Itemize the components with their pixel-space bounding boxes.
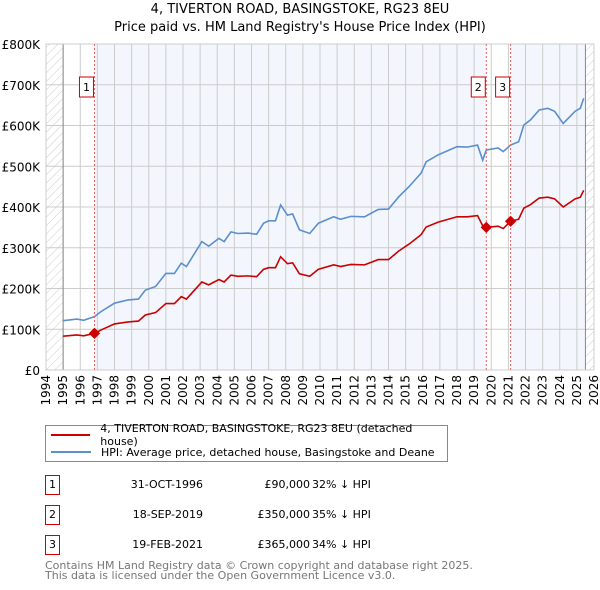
- x-tick-label: 1996: [73, 375, 87, 406]
- x-tick-label: 1997: [90, 375, 104, 406]
- x-tick-label: 2014: [382, 375, 396, 406]
- y-tick-label: £700K: [2, 79, 42, 93]
- y-tick-label: £200K: [2, 283, 42, 297]
- sale-badge: 1: [45, 475, 60, 495]
- legend: 4, TIVERTON ROAD, BASINGSTOKE, RG23 8EU …: [45, 422, 448, 462]
- y-tick-label: £800K: [2, 38, 42, 52]
- sale-hpi-diff: 34% ↓ HPI: [312, 538, 371, 551]
- x-tick-label: 2004: [210, 375, 224, 406]
- sale-label-box: [78, 76, 94, 98]
- legend-label-price: 4, TIVERTON ROAD, BASINGSTOKE, RG23 8EU …: [100, 422, 413, 448]
- sale-label-number: 1: [83, 81, 90, 94]
- x-tick-label: 2009: [296, 375, 310, 406]
- sale-hpi-diff: 32% ↓ HPI: [312, 478, 371, 491]
- x-tick-label: 2021: [501, 375, 515, 406]
- sale-label-box: [470, 76, 486, 98]
- legend-item-price: 4, TIVERTON ROAD, BASINGSTOKE, RG23 8EU …: [51, 422, 447, 448]
- y-tick-label: £600K: [2, 120, 42, 134]
- chart-subtitle: Price paid vs. HM Land Registry's House …: [114, 20, 486, 35]
- x-tick-label: 2016: [416, 375, 430, 406]
- x-tick-label: 2000: [142, 375, 156, 406]
- sale-label-number: 3: [499, 81, 506, 94]
- x-tick-label: 2026: [587, 375, 600, 406]
- x-tick-label: 2018: [450, 375, 464, 406]
- x-tick-label: 1999: [125, 375, 139, 406]
- x-tick-label: 2024: [553, 375, 567, 406]
- y-tick-label: £0: [25, 364, 40, 378]
- x-tick-label: 2012: [347, 375, 361, 406]
- footer-line: This data is licensed under the Open Gov…: [45, 569, 396, 582]
- x-tick-label: 1998: [108, 375, 122, 406]
- y-tick-label: £100K: [2, 323, 42, 337]
- sale-badge: 3: [45, 535, 60, 555]
- legend-label-hpi: HPI: Average price, detached house, Basi…: [101, 445, 435, 459]
- sale-label-number: 2: [475, 81, 482, 94]
- x-tick-label: 2019: [467, 375, 481, 406]
- sale-row: 1 31-OCT-1996 £90,000 32% ↓ HPI: [45, 475, 465, 495]
- chart-title: 4, TIVERTON ROAD, BASINGSTOKE, RG23 8EU: [150, 2, 450, 17]
- y-tick-label: £300K: [2, 242, 42, 256]
- sale-price: £350,000: [257, 508, 311, 521]
- x-tick-label: 1994: [39, 375, 53, 406]
- y-tick-label: £500K: [2, 160, 42, 174]
- legend-swatch-price: [51, 434, 91, 436]
- sale-row: 2 18-SEP-2019 £350,000 35% ↓ HPI: [45, 505, 465, 525]
- x-tick-label: 2023: [536, 375, 550, 406]
- x-tick-label: 2008: [279, 375, 293, 406]
- x-tick-label: 2011: [330, 375, 344, 406]
- footer-line: Contains HM Land Registry data © Crown c…: [45, 559, 473, 572]
- x-tick-label: 2003: [193, 375, 207, 406]
- legend-item-hpi: HPI: Average price, detached house, Basi…: [51, 444, 435, 460]
- x-tick-label: 2001: [159, 375, 173, 406]
- x-tick-label: 2007: [262, 375, 276, 406]
- sale-label-box: [495, 76, 511, 98]
- sale-date: 31-OCT-1996: [130, 478, 203, 491]
- x-tick-label: 1995: [56, 375, 70, 406]
- sale-row: 3 19-FEB-2021 £365,000 34% ↓ HPI: [45, 535, 465, 555]
- x-tick-label: 2025: [570, 375, 584, 406]
- legend-swatch-hpi: [51, 451, 91, 453]
- sale-date: 19-FEB-2021: [132, 538, 203, 551]
- x-tick-label: 2006: [245, 375, 259, 406]
- sale-date: 18-SEP-2019: [132, 508, 203, 521]
- x-tick-label: 2015: [399, 375, 413, 406]
- sale-price: £365,000: [257, 538, 311, 551]
- sale-point: [504, 215, 517, 227]
- x-tick-label: 2020: [484, 375, 498, 406]
- x-tick-label: 2002: [176, 375, 190, 406]
- x-tick-label: 2022: [519, 375, 533, 406]
- x-tick-label: 2013: [364, 375, 378, 406]
- hpi-line: [63, 97, 585, 322]
- sale-point: [480, 221, 492, 234]
- sale-price: £90,000: [264, 478, 311, 491]
- sale-badge: 2: [45, 505, 60, 525]
- x-tick-label: 2010: [313, 375, 327, 406]
- x-tick-label: 2005: [227, 375, 241, 406]
- sale-hpi-diff: 35% ↓ HPI: [312, 508, 371, 521]
- x-tick-label: 2017: [433, 375, 447, 406]
- plot-border: [45, 43, 595, 371]
- y-tick-label: £400K: [2, 201, 42, 215]
- footer: Contains HM Land Registry data © Crown c…: [45, 559, 473, 582]
